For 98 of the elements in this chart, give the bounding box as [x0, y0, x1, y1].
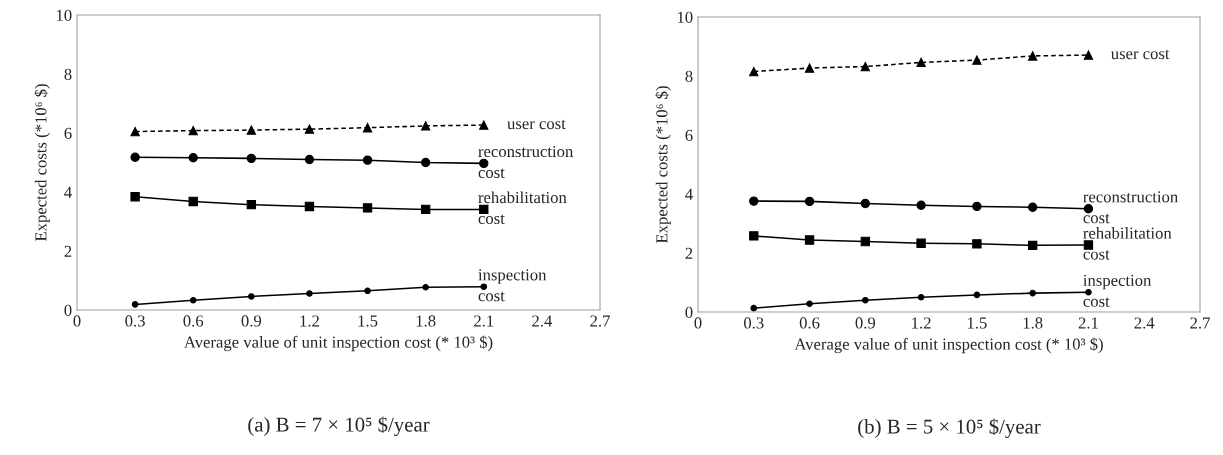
- x-tick-label: 0: [73, 315, 81, 327]
- point: [304, 201, 315, 212]
- point: [364, 287, 371, 295]
- point: [130, 192, 140, 202]
- y-tick-label: 10: [677, 11, 693, 23]
- series-label: user cost: [507, 119, 566, 130]
- point: [1083, 50, 1094, 60]
- point: [916, 57, 926, 68]
- point: [362, 155, 373, 165]
- point: [188, 153, 198, 163]
- x-tick-label: 1.8: [416, 315, 436, 327]
- series-label: rehabilitation cost: [478, 191, 567, 225]
- point: [188, 125, 198, 136]
- point: [1027, 240, 1038, 251]
- point: [189, 296, 197, 304]
- point: [1029, 289, 1036, 297]
- x-tick-label: 0: [694, 317, 702, 329]
- point: [246, 153, 257, 164]
- series-label: inspection cost: [478, 269, 547, 302]
- point: [130, 152, 140, 162]
- x-tick-label: 0.3: [744, 317, 764, 329]
- x-tick-label: 1.2: [300, 315, 319, 327]
- point: [246, 200, 257, 210]
- point: [188, 196, 198, 207]
- series-label: inspection cost: [1083, 274, 1152, 307]
- y-axis-title: Expected costs (*10⁶ $): [34, 84, 50, 242]
- point: [916, 238, 926, 248]
- series-label: reconstruction cost: [1083, 191, 1178, 224]
- point: [304, 154, 315, 165]
- series-label: user cost: [1110, 49, 1170, 60]
- point: [862, 296, 869, 304]
- point: [972, 239, 982, 249]
- x-tick-label: 0.6: [799, 317, 820, 329]
- text: (b) B = 5 × 10⁵ $/year: [858, 418, 1041, 438]
- point: [246, 125, 257, 135]
- x-axis-title: Average value of unit inspection cost (* 10³ $): [794, 337, 1103, 354]
- y-tick-label: 4: [64, 186, 72, 198]
- point: [1027, 202, 1038, 212]
- point: [131, 301, 139, 308]
- y-tick-label: 6: [64, 127, 72, 139]
- point: [972, 201, 982, 212]
- point: [306, 290, 313, 297]
- x-tick-label: 2.7: [590, 315, 610, 327]
- text: (a) B = 7 × 10⁵ $/year: [248, 416, 430, 436]
- point: [749, 231, 759, 241]
- point: [804, 235, 815, 245]
- y-tick-label: 4: [685, 188, 693, 200]
- x-tick-label: 0.9: [241, 315, 262, 327]
- x-tick-label: 2.7: [1190, 317, 1210, 329]
- x-tick-label: 0.3: [125, 315, 145, 327]
- point: [860, 61, 871, 72]
- x-tick-label: 2.1: [474, 315, 494, 327]
- point: [362, 123, 373, 133]
- y-tick-label: 2: [64, 245, 72, 257]
- point: [973, 291, 981, 299]
- y-tick-label: 6: [685, 129, 693, 141]
- y-tick-label: 2: [685, 247, 693, 259]
- point: [422, 283, 429, 291]
- point: [1027, 51, 1038, 61]
- point: [972, 55, 982, 65]
- point: [479, 158, 489, 169]
- point: [248, 293, 255, 300]
- point: [304, 124, 315, 134]
- point: [420, 157, 431, 168]
- x-tick-label: 2.1: [1078, 317, 1098, 329]
- point: [860, 198, 871, 209]
- point: [420, 121, 431, 131]
- x-tick-label: 0.6: [183, 315, 204, 327]
- y-tick-label: 10: [56, 9, 72, 21]
- point: [362, 203, 373, 213]
- point: [749, 66, 759, 77]
- x-tick-label: 0.9: [855, 317, 876, 329]
- point: [916, 200, 926, 210]
- point: [804, 63, 815, 73]
- x-tick-label: 1.5: [358, 315, 378, 327]
- point: [420, 204, 431, 215]
- x-tick-label: 1.8: [1023, 317, 1043, 329]
- y-tick-label: 0: [685, 306, 693, 318]
- x-tick-label: 1.5: [967, 317, 987, 329]
- x-tick-label: 2.4: [532, 315, 553, 327]
- y-axis-title: Expected costs (*10⁶ $): [655, 86, 671, 244]
- point: [1083, 204, 1094, 214]
- y-tick-label: 8: [64, 68, 72, 80]
- point: [860, 236, 871, 247]
- point: [479, 204, 489, 215]
- point: [806, 300, 813, 308]
- point: [130, 126, 140, 137]
- point: [750, 304, 758, 312]
- y-tick-label: 8: [685, 70, 693, 82]
- x-tick-label: 2.4: [1134, 317, 1155, 329]
- point: [917, 293, 925, 301]
- x-tick-label: 1.2: [912, 317, 931, 329]
- point: [1083, 240, 1094, 250]
- y-tick-label: 0: [64, 304, 72, 316]
- point: [804, 196, 815, 207]
- point: [479, 120, 489, 130]
- x-axis-title: Average value of unit inspection cost (* 10³ $): [184, 335, 493, 352]
- point: [749, 196, 759, 206]
